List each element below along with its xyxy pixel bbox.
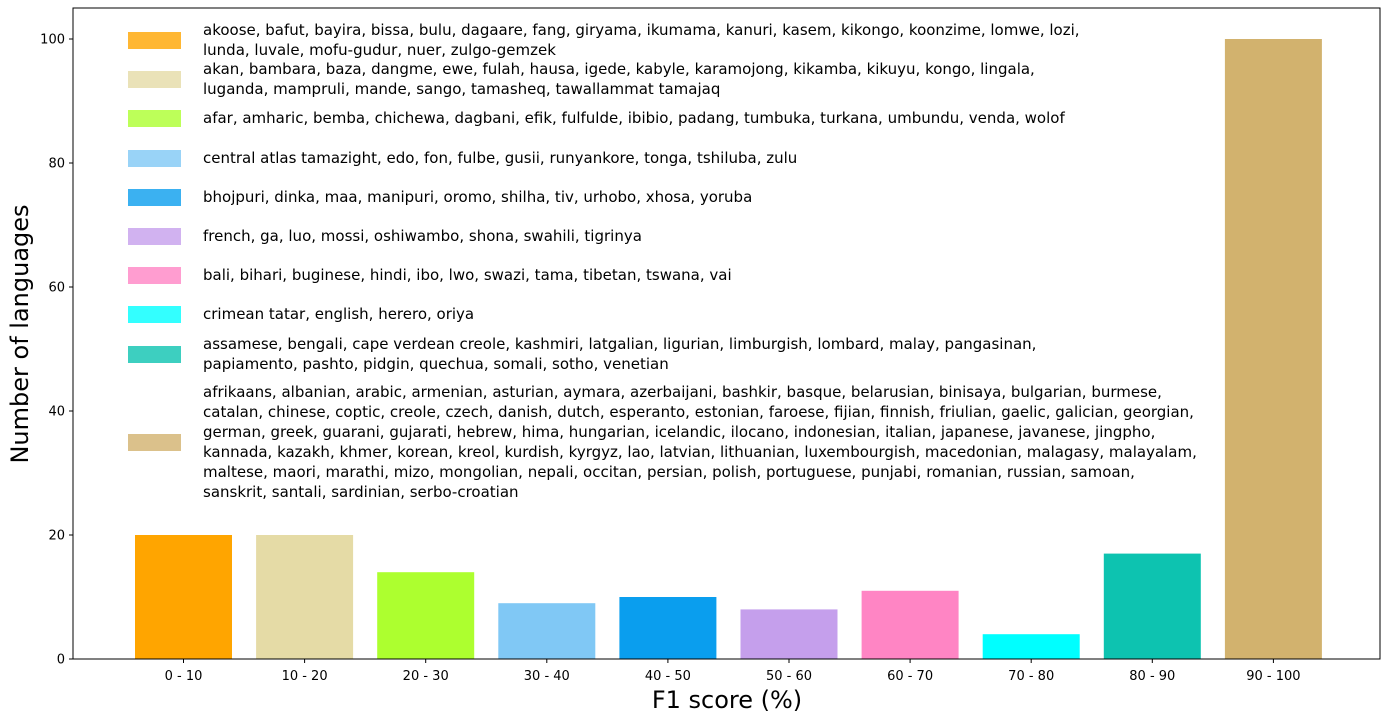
bar-90-100 bbox=[1224, 39, 1322, 659]
bar-60-70 bbox=[861, 590, 959, 659]
bar-0-10 bbox=[135, 535, 232, 659]
x-tick-label: 0 - 10 bbox=[165, 669, 203, 684]
x-tick-label: 80 - 90 bbox=[1129, 669, 1175, 684]
y-tick-label: 20 bbox=[48, 529, 65, 544]
y-tick-label: 40 bbox=[48, 405, 65, 420]
legend-swatch bbox=[128, 346, 181, 363]
x-tick-label: 60 - 70 bbox=[887, 669, 933, 684]
y-axis-title: Number of languages bbox=[6, 204, 34, 463]
bar-50-60 bbox=[740, 609, 838, 659]
legend-label: french, ga, luo, mossi, oshiwambo, shona… bbox=[203, 227, 642, 245]
x-tick-label: 90 - 100 bbox=[1246, 669, 1300, 684]
bar-10-20 bbox=[256, 535, 354, 659]
x-tick-label: 50 - 60 bbox=[766, 669, 812, 684]
legend-swatch bbox=[128, 150, 181, 167]
bar-30-40 bbox=[498, 603, 596, 659]
bar-40-50 bbox=[619, 597, 717, 659]
x-axis-title: F1 score (%) bbox=[652, 686, 802, 714]
bar-80-90 bbox=[1103, 553, 1201, 659]
legend-swatch bbox=[128, 110, 181, 127]
legend-label: assamese, bengali, cape verdean creole, … bbox=[203, 335, 1036, 373]
x-tick-label: 70 - 80 bbox=[1008, 669, 1054, 684]
bar-20-30 bbox=[377, 572, 475, 659]
x-tick-label: 40 - 50 bbox=[645, 669, 691, 684]
legend: akoose, bafut, bayira, bissa, bulu, daga… bbox=[128, 21, 1197, 501]
y-tick-label: 0 bbox=[57, 653, 65, 668]
x-tick-label: 20 - 30 bbox=[403, 669, 449, 684]
x-axis-ticks: 0 - 10 10 - 20 20 - 30 30 - 40 40 - 50 50 - 6… bbox=[165, 659, 1301, 684]
legend-swatch bbox=[128, 71, 181, 88]
legend-swatch bbox=[128, 434, 181, 451]
legend-label: bali, bihari, buginese, hindi, ibo, lwo,… bbox=[203, 266, 732, 284]
legend-label: afrikaans, albanian, arabic, armenian, a… bbox=[203, 383, 1197, 501]
legend-label: akoose, bafut, bayira, bissa, bulu, daga… bbox=[203, 21, 1080, 59]
legend-swatch bbox=[128, 267, 181, 284]
legend-label: central atlas tamazight, edo, fon, fulbe… bbox=[203, 149, 797, 167]
legend-swatch bbox=[128, 228, 181, 245]
legend-swatch bbox=[128, 32, 181, 49]
y-tick-label: 100 bbox=[40, 33, 65, 48]
legend-label: crimean tatar, english, herero, oriya bbox=[203, 305, 474, 323]
legend-label: akan, bambara, baza, dangme, ewe, fulah,… bbox=[203, 60, 1035, 98]
x-tick-label: 30 - 40 bbox=[524, 669, 570, 684]
legend-label: afar, amharic, bemba, chichewa, dagbani,… bbox=[203, 109, 1065, 127]
legend-label: bhojpuri, dinka, maa, manipuri, oromo, s… bbox=[203, 188, 752, 206]
bar-series bbox=[135, 39, 1322, 659]
legend-swatch bbox=[128, 306, 181, 323]
y-tick-label: 60 bbox=[48, 281, 65, 296]
plot-frame bbox=[72, 7, 1381, 660]
y-tick-label: 80 bbox=[48, 157, 65, 172]
bar-70-80 bbox=[982, 634, 1080, 659]
legend-swatch bbox=[128, 189, 181, 206]
y-axis-ticks: 0 20 40 60 80 100 bbox=[40, 33, 73, 668]
x-tick-label: 10 - 20 bbox=[282, 669, 328, 684]
